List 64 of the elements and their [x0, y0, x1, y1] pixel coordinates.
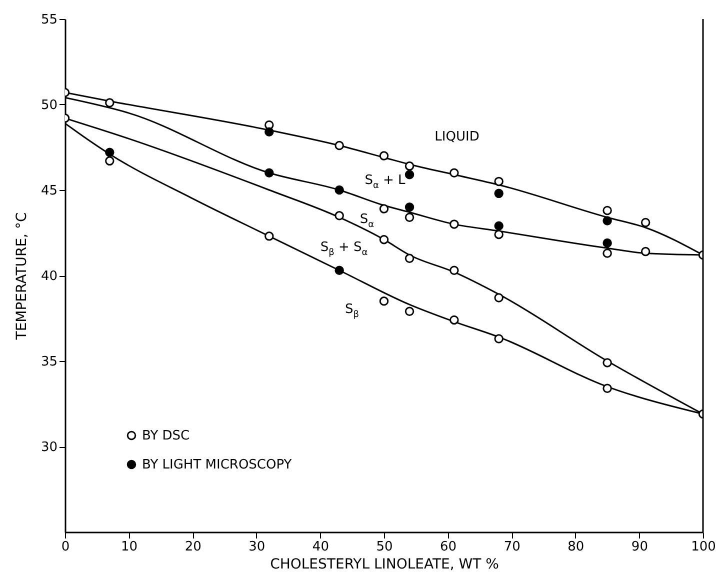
y-tick-label: 50 — [40, 98, 58, 113]
point — [640, 246, 650, 256]
x-tick-label: 0 — [61, 540, 70, 554]
point — [105, 148, 114, 157]
point — [264, 127, 274, 136]
x-tick-label: 60 — [440, 540, 457, 554]
point — [105, 156, 114, 166]
y-tick-label: 40 — [40, 269, 58, 284]
point — [494, 176, 504, 186]
point — [404, 170, 414, 180]
x-tick-label: 80 — [568, 540, 584, 554]
y-axis-title: TEMPERATURE, °C — [14, 212, 30, 341]
point — [334, 211, 344, 220]
annotation: S$_{α}$ — [360, 212, 374, 230]
point — [494, 334, 504, 344]
point — [602, 238, 612, 248]
point — [602, 358, 612, 368]
point — [404, 202, 414, 212]
point — [334, 185, 344, 195]
point — [264, 168, 274, 178]
x-tick-label: 10 — [121, 540, 138, 554]
point — [450, 220, 459, 229]
y-tick-label: 35 — [40, 354, 58, 370]
annotation: LIQUID — [434, 130, 480, 144]
point — [450, 168, 459, 178]
point — [494, 230, 504, 240]
point — [602, 384, 612, 393]
point — [640, 218, 650, 228]
point — [494, 293, 504, 302]
point — [602, 206, 612, 216]
legend-label: BY LIGHT MICROSCOPY — [142, 458, 292, 472]
annotation: S$_{β}$ — [344, 302, 360, 320]
x-tick-label: 40 — [312, 540, 329, 554]
point — [404, 254, 414, 264]
x-tick-label: 20 — [184, 540, 202, 554]
point — [494, 188, 504, 198]
annotation: S$_{α}$ + L — [364, 173, 406, 191]
point — [379, 234, 389, 244]
x-tick-label: 50 — [376, 540, 393, 554]
point — [404, 212, 414, 222]
y-tick-label: 30 — [40, 440, 58, 455]
point — [494, 221, 504, 231]
point — [379, 151, 389, 160]
point — [450, 266, 459, 275]
point — [379, 296, 389, 306]
y-tick-label: 55 — [40, 12, 58, 28]
point — [450, 315, 459, 325]
point — [334, 140, 344, 150]
annotation: S$_{β}$ + S$_{α}$ — [320, 240, 368, 258]
point — [404, 306, 414, 316]
point — [404, 161, 414, 171]
x-tick-label: 70 — [504, 540, 520, 554]
point — [264, 232, 274, 241]
point — [379, 204, 389, 214]
legend-label: BY DSC — [142, 428, 190, 444]
point — [602, 248, 612, 258]
x-tick-label: 30 — [248, 540, 266, 554]
y-tick-label: 45 — [40, 184, 58, 198]
x-axis-title: CHOLESTERYL LINOLEATE, WT % — [270, 556, 499, 572]
x-tick-label: 90 — [631, 540, 648, 554]
point — [334, 266, 344, 275]
point — [105, 98, 114, 108]
x-tick-label: 100 — [691, 540, 716, 554]
point — [602, 216, 612, 226]
